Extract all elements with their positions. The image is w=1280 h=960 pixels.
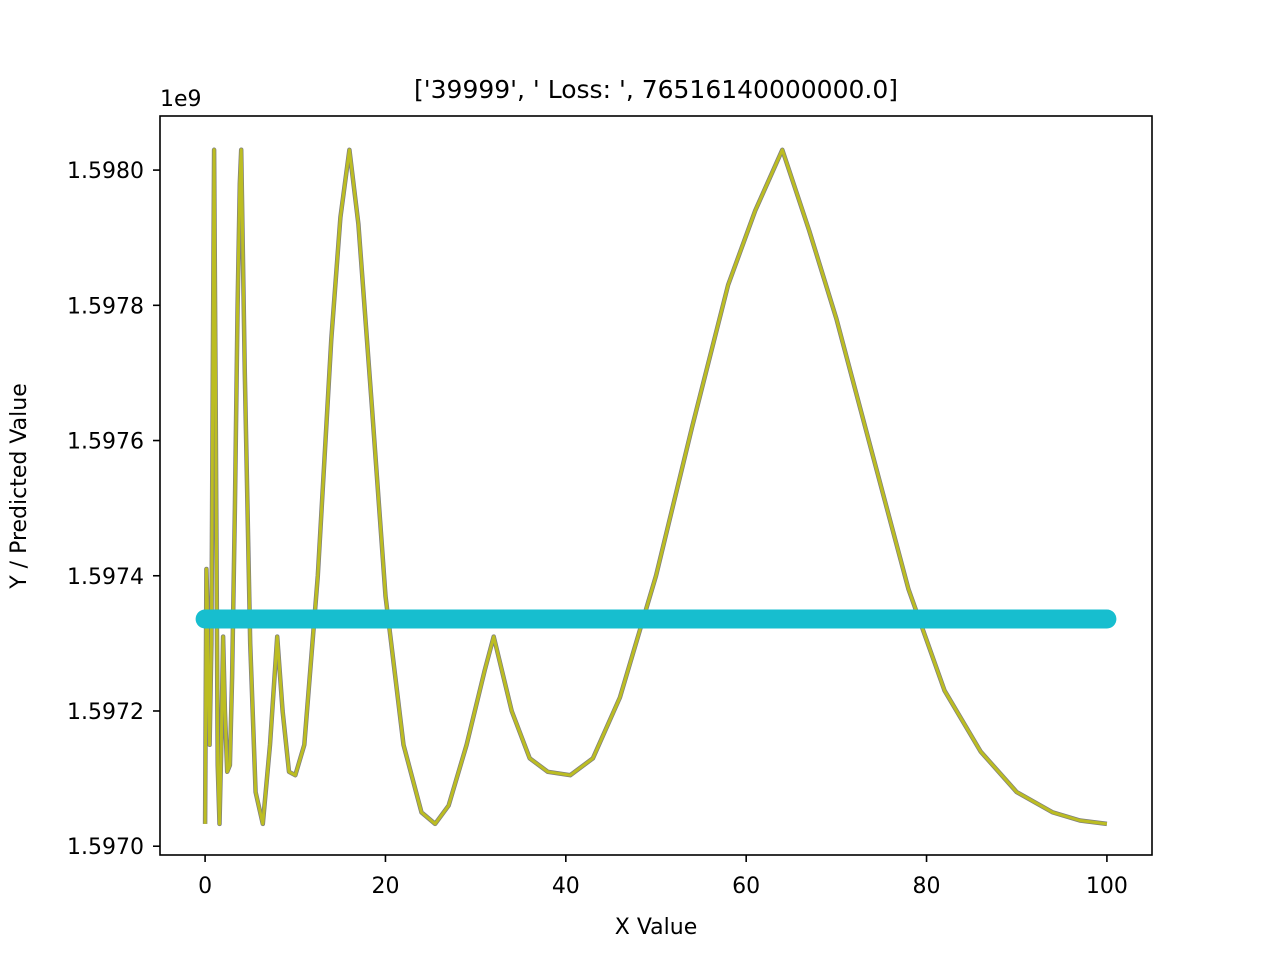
chart-title: ['39999', ' Loss: ', 76516140000000.0] [414, 75, 898, 104]
y-tick-label: 1.5976 [67, 430, 144, 455]
x-tick-label: 80 [913, 874, 941, 899]
y-axis-label: Y / Predicted Value [7, 383, 32, 590]
x-tick-label: 100 [1086, 874, 1128, 899]
x-axis-label: X Value [615, 915, 697, 940]
x-tick-label: 20 [371, 874, 399, 899]
series-layer [195, 147, 1117, 827]
plot-frame [159, 115, 1153, 856]
x-tick-label: 60 [732, 874, 760, 899]
y-tick-label: 1.5974 [67, 565, 144, 590]
y-tick-label: 1.5970 [67, 835, 144, 860]
y-axis: 1.5970 1.5972 1.5974 1.5976 1.5978 1.5980 [67, 159, 160, 860]
y-tick-label: 1.5978 [67, 294, 144, 319]
y-tick-label: 1.5980 [67, 159, 144, 184]
y-offset-text: 1e9 [160, 87, 202, 112]
x-tick-label: 0 [198, 874, 212, 899]
series-0-outline [202, 147, 1108, 827]
x-axis: 0 20 40 60 80 100 [198, 855, 1128, 899]
series-0-line [203, 148, 1108, 826]
y-tick-label: 1.5972 [67, 700, 144, 725]
x-tick-label: 40 [552, 874, 580, 899]
